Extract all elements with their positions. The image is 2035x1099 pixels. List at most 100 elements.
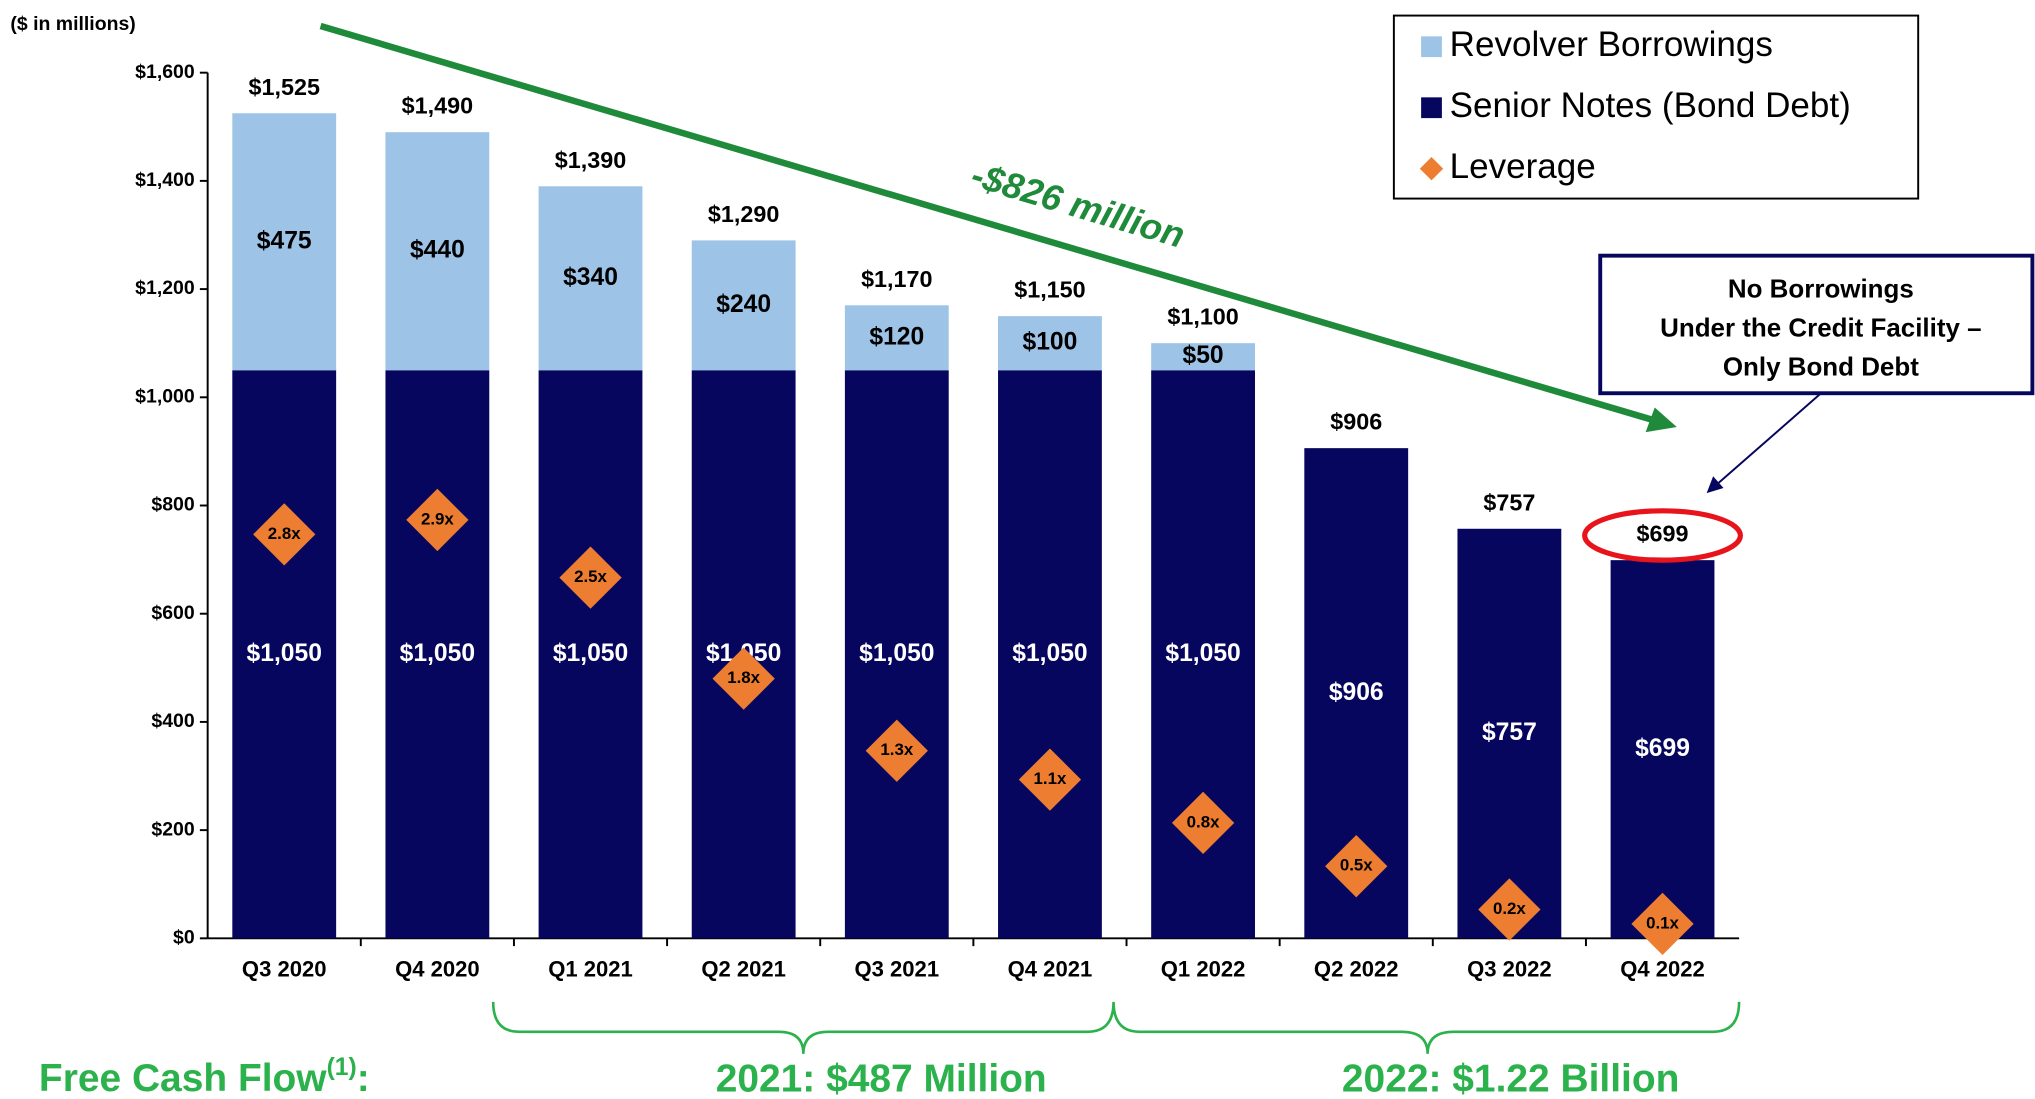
value-label: $1,050	[400, 640, 475, 667]
leverage-label: 0.2x	[1493, 899, 1526, 918]
value-label: $906	[1329, 679, 1384, 706]
total-label: $1,390	[555, 147, 626, 173]
highlight-ring	[1582, 508, 1743, 563]
leverage-label: 1.8x	[727, 668, 760, 687]
fcf-period: 2021: $487 Million	[716, 1057, 1047, 1099]
x-tick-label: Q2 2021	[701, 957, 786, 982]
y-tick-label: $1,600	[135, 61, 195, 83]
y-tick-label: $1,200	[135, 277, 195, 299]
trend-arrow	[319, 22, 1656, 424]
y-tick-label: $200	[151, 818, 194, 840]
total-label: $1,525	[249, 74, 320, 100]
leverage-marker	[1325, 835, 1388, 898]
fcf-footnote: (1)	[327, 1054, 357, 1081]
x-tick-label: Q4 2022	[1620, 957, 1705, 982]
x-tick-label: Q3 2022	[1467, 957, 1552, 982]
value-label: $440	[410, 237, 465, 264]
y-tick-label: $400	[151, 710, 194, 732]
callout-pointer	[1715, 393, 1821, 487]
fcf-label: Free Cash Flow(1):	[39, 1054, 370, 1099]
y-tick-label: $800	[151, 494, 194, 516]
legend-label: Leverage	[1450, 147, 1596, 186]
total-label: $699	[1637, 521, 1689, 547]
value-label: $699	[1635, 735, 1690, 762]
leverage-label: 0.5x	[1340, 856, 1373, 875]
total-label: $1,100	[1167, 304, 1238, 330]
leverage-label: 2.5x	[574, 567, 607, 586]
value-label: $1,050	[1165, 640, 1240, 667]
bar-segment	[844, 370, 949, 939]
leverage-marker	[1478, 878, 1541, 941]
x-tick-label: Q1 2022	[1161, 957, 1246, 982]
bar-segment	[538, 186, 643, 371]
y-tick-label: $600	[151, 602, 194, 624]
bar-segment	[844, 305, 949, 371]
x-tick-label: Q4 2021	[1008, 957, 1093, 982]
fcf-colon: :	[357, 1057, 370, 1099]
bar-segment	[691, 240, 796, 371]
value-label: $1,050	[1012, 640, 1087, 667]
bar-segment	[998, 370, 1102, 939]
y-tick-label: $1,400	[135, 169, 195, 191]
leverage-marker	[406, 488, 469, 552]
bar-segment	[538, 370, 643, 939]
y-tick-label: $0	[173, 926, 195, 948]
value-label: $475	[257, 227, 312, 254]
leverage-label: 1.3x	[880, 740, 913, 759]
legend-box	[1392, 14, 1920, 200]
bar-segment	[385, 370, 490, 939]
x-tick-label: Q2 2022	[1314, 957, 1399, 982]
value-label: $340	[563, 264, 618, 291]
total-label: $1,170	[861, 266, 932, 292]
trend-arrowhead	[1645, 407, 1677, 433]
x-tick-label: Q3 2020	[242, 957, 327, 982]
x-tick-label: Q1 2021	[548, 957, 633, 982]
units-label: ($ in millions)	[10, 13, 135, 35]
leverage-marker	[712, 647, 775, 710]
value-label: $1,050	[553, 640, 628, 667]
value-label: $240	[716, 291, 771, 318]
x-tick-label: Q3 2021	[855, 957, 940, 982]
total-label: $906	[1330, 409, 1382, 435]
legend-marker	[1421, 36, 1442, 58]
legend-label: Senior Notes (Bond Debt)	[1450, 86, 1851, 125]
value-label: $1,050	[859, 640, 934, 667]
leverage-label: 2.9x	[421, 509, 454, 528]
total-label: $757	[1483, 489, 1535, 515]
callout-text: Only Bond Debt	[1723, 353, 1919, 381]
leverage-label: 1.1x	[1034, 769, 1067, 788]
value-label: $1,050	[247, 640, 322, 667]
fcf-period: 2022: $1.22 Billion	[1342, 1057, 1680, 1099]
value-label: $120	[869, 323, 924, 350]
legend-label: Revolver Borrowings	[1450, 25, 1773, 64]
bar-segment	[998, 316, 1102, 371]
total-label: $1,490	[402, 93, 473, 119]
value-label: $757	[1482, 719, 1537, 746]
fcf-label-text: Free Cash Flow	[39, 1057, 327, 1099]
legend-marker	[1421, 97, 1442, 119]
bar-segment	[232, 113, 337, 371]
legend-marker	[1419, 157, 1444, 181]
bar-segment	[1151, 343, 1256, 371]
callout-text: Under the Credit Facility –	[1660, 315, 1981, 343]
bar-segment	[1457, 528, 1562, 939]
total-label: $1,150	[1014, 277, 1085, 303]
callout-text: No Borrowings	[1728, 276, 1914, 304]
value-label: $100	[1023, 329, 1078, 356]
callout-arrowhead	[1706, 476, 1724, 494]
leverage-label: 0.1x	[1646, 913, 1679, 932]
bar-segment	[232, 370, 337, 939]
leverage-marker	[1171, 791, 1235, 855]
callout-box	[1598, 253, 2035, 396]
leverage-marker	[1018, 748, 1082, 811]
bar-segment	[1610, 560, 1715, 939]
leverage-marker	[253, 503, 316, 566]
leverage-label: 2.8x	[268, 524, 301, 543]
trend-annotation: -$826 million	[967, 154, 1190, 256]
value-label: $50	[1183, 342, 1224, 369]
total-label: $1,290	[708, 201, 779, 227]
x-tick-label: Q4 2020	[395, 957, 480, 982]
y-tick-label: $1,000	[135, 385, 195, 407]
bar-segment	[385, 132, 490, 371]
